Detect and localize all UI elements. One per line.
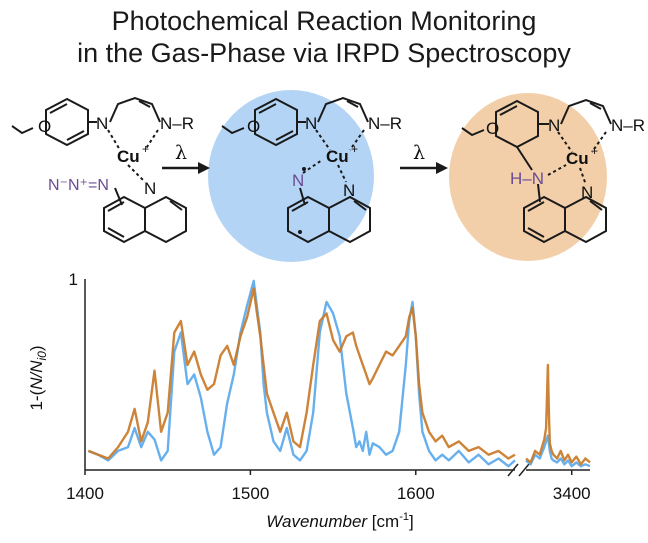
spectrum-line-right-orange bbox=[525, 363, 591, 466]
mol2-radical-dot-1 bbox=[302, 167, 306, 171]
mol1-azide: N⁻N⁺=N bbox=[48, 177, 109, 194]
y-axis-label-subscript: i0 bbox=[35, 351, 49, 361]
mol1-oxygen: O bbox=[38, 117, 51, 136]
spectrum-line-left-orange bbox=[87, 287, 516, 460]
spectrum-line-left-blue bbox=[87, 279, 516, 468]
x-axis-label-unit: [cm bbox=[367, 512, 399, 531]
title-line-1: Photochemical Reaction Monitoring bbox=[111, 6, 537, 36]
y-axis-label-prefix: 1-( bbox=[27, 389, 46, 410]
product-background bbox=[449, 93, 607, 261]
y-axis-label-suffix: ) bbox=[27, 345, 46, 351]
mol3-left-n: N bbox=[548, 116, 560, 135]
mol1-copper: Cu bbox=[117, 147, 140, 166]
arrow-1-label: λ bbox=[175, 142, 187, 164]
mol2-oxygen: O bbox=[247, 117, 260, 136]
arrow-2-label: λ bbox=[413, 142, 425, 164]
spectrum-line-right-blue bbox=[525, 434, 591, 468]
y-axis-label: 1-(N/Ni0) bbox=[27, 345, 49, 410]
x-tick-label-1600: 1600 bbox=[397, 484, 435, 503]
mol2-left-n: N bbox=[305, 114, 317, 133]
mol3-right-n-r: N–R bbox=[611, 116, 645, 135]
x-tick-label-1400: 1400 bbox=[66, 484, 104, 503]
mol3-oxygen: O bbox=[486, 119, 499, 138]
mol1-left-n: N bbox=[96, 114, 108, 133]
mol1-right-n-r: N–R bbox=[160, 114, 194, 133]
mol2-quinoline-n: N bbox=[343, 181, 355, 200]
mol2-nitrene-n: N bbox=[292, 171, 304, 190]
y-axis-label-italic: N/N bbox=[27, 360, 46, 390]
reaction-arrow-2 bbox=[400, 162, 448, 174]
product-molecule bbox=[461, 98, 612, 244]
mol2-copper: Cu bbox=[326, 147, 349, 166]
mol2-copper-charge: + bbox=[351, 142, 358, 156]
x-axis-label-superscript: -1 bbox=[399, 511, 409, 523]
x-axis-label: Wavenumber [cm-1] bbox=[266, 511, 413, 531]
x-tick-label-3400: 3400 bbox=[553, 484, 591, 503]
ir-spectrum-chart: 1400 1500 1600 3400 1 bbox=[66, 270, 591, 503]
axis-break-mark bbox=[507, 463, 530, 477]
mol2-radical-dot-2 bbox=[298, 230, 302, 234]
intermediate-molecule bbox=[221, 96, 371, 244]
mol3-quinoline-n: N bbox=[581, 183, 593, 202]
mol3-copper-charge: + bbox=[591, 144, 598, 158]
mol1-quinoline-n: N bbox=[144, 179, 156, 198]
x-axis-label-close: ] bbox=[409, 512, 414, 531]
intermediate-background bbox=[208, 90, 374, 262]
x-tick-label-1500: 1500 bbox=[231, 484, 269, 503]
reactant-molecule bbox=[11, 96, 187, 244]
mol3-nh: H–N bbox=[510, 169, 544, 188]
mol3-copper: Cu bbox=[566, 149, 589, 168]
title-line-2: in the Gas-Phase via IRPD Spectroscopy bbox=[77, 38, 571, 68]
reaction-arrow-1 bbox=[162, 162, 210, 174]
mol2-right-n-r: N–R bbox=[368, 114, 402, 133]
mol1-copper-charge: + bbox=[142, 142, 149, 156]
y-tick-label-1: 1 bbox=[69, 270, 78, 289]
x-axis-label-italic: Wavenumber bbox=[266, 512, 368, 531]
